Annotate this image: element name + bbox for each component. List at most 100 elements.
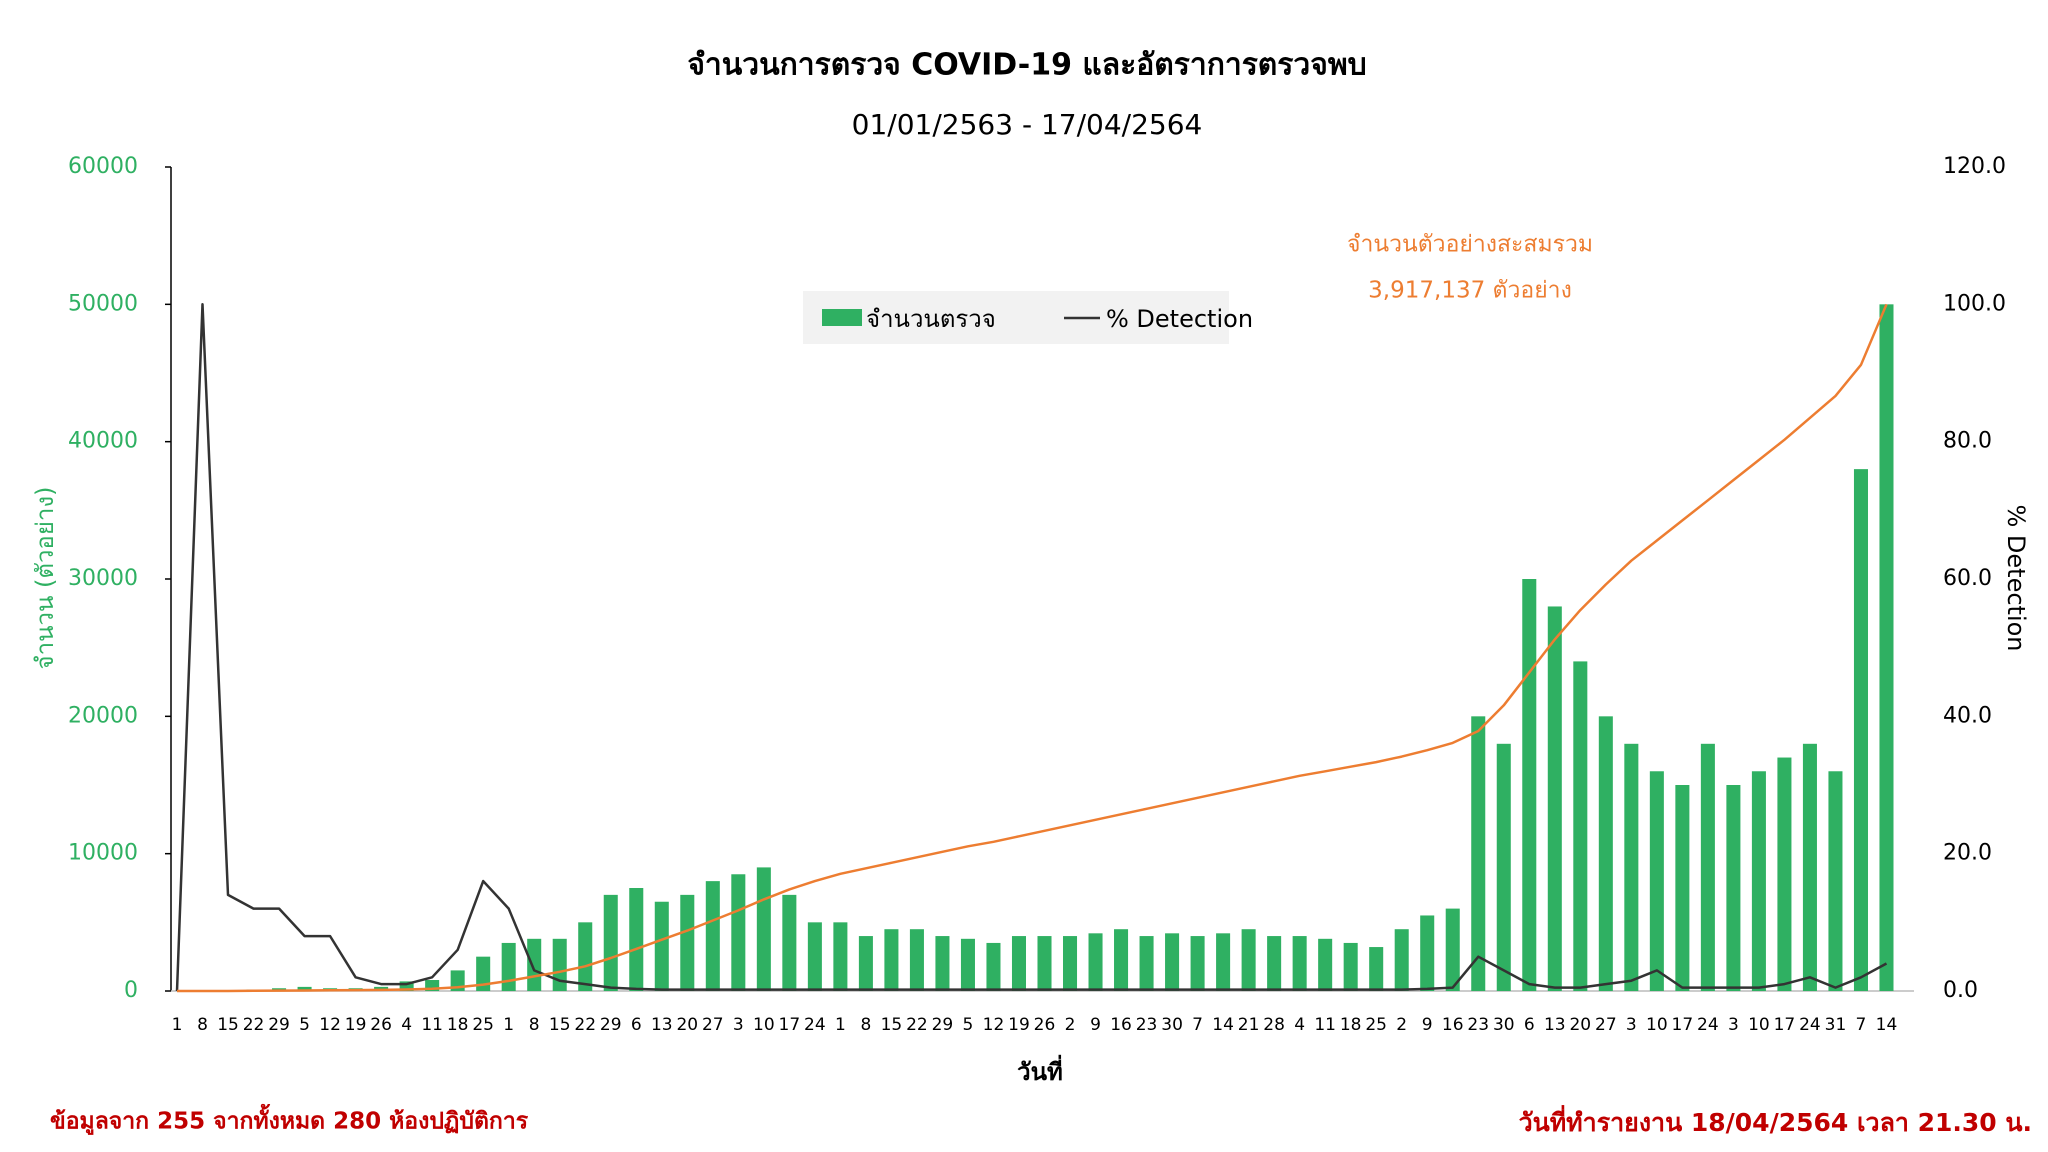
legend-label: % Detection <box>1106 305 1253 333</box>
x-tick-label: 15 <box>217 1015 239 1035</box>
x-tick-label: 28 <box>1263 1015 1285 1035</box>
x-tick-label: 12 <box>319 1015 341 1035</box>
bar <box>1114 929 1129 991</box>
bar <box>1445 908 1460 991</box>
x-tick-label: 1 <box>172 1015 183 1035</box>
bar <box>1751 771 1766 991</box>
y-tick-label: 0 <box>124 978 138 1003</box>
x-tick-label: 27 <box>702 1015 724 1035</box>
x-tick-label: 5 <box>963 1015 974 1035</box>
x-tick-label: 23 <box>1467 1015 1489 1035</box>
bar <box>1369 947 1384 991</box>
x-tick-label: 7 <box>1192 1015 1203 1035</box>
bar <box>1496 743 1511 991</box>
bar <box>501 942 516 991</box>
x-tick-label: 19 <box>1008 1015 1030 1035</box>
x-tick-label: 8 <box>197 1015 208 1035</box>
x-tick-label: 24 <box>804 1015 826 1035</box>
x-tick-label: 18 <box>1340 1015 1362 1035</box>
bar <box>1318 938 1333 991</box>
x-tick-label: 12 <box>983 1015 1005 1035</box>
x-tick-label: 7 <box>1856 1015 1867 1035</box>
y2-tick-label: 20.0 <box>1943 841 1992 866</box>
x-tick-label: 2 <box>1396 1015 1407 1035</box>
bar <box>909 929 924 991</box>
bar <box>629 888 644 991</box>
bar <box>1471 716 1486 991</box>
x-tick-label: 26 <box>1034 1015 1056 1035</box>
bar <box>1420 915 1435 991</box>
x-tick-label: 17 <box>1774 1015 1796 1035</box>
bar <box>833 922 848 991</box>
x-axis-title: วันที่ <box>1017 1054 1063 1086</box>
x-tick-label: 15 <box>549 1015 571 1035</box>
line-series <box>175 303 1888 992</box>
x-tick-label: 6 <box>631 1015 642 1035</box>
source-note: ข้อมูลจาก 255 จากทั้งหมด 280 ห้องปฏิบัติ… <box>50 1104 529 1136</box>
y2-tick-label: 60.0 <box>1943 566 1992 591</box>
x-tick-label: 30 <box>1493 1015 1515 1035</box>
bar <box>1011 936 1027 991</box>
x-tick-label: 16 <box>1110 1015 1132 1035</box>
x-tick-label: 11 <box>421 1015 443 1035</box>
bar <box>807 922 822 991</box>
bar <box>1700 743 1715 991</box>
bar <box>1343 942 1358 991</box>
bar <box>858 936 873 991</box>
y2-tick-label: 100.0 <box>1943 291 2006 316</box>
bar <box>1394 929 1409 991</box>
x-tick-label: 5 <box>299 1015 310 1035</box>
x-tick-label: 24 <box>1697 1015 1719 1035</box>
bar <box>425 980 440 991</box>
x-tick-label: 3 <box>733 1015 744 1035</box>
bar <box>654 901 669 991</box>
x-tick-label: 30 <box>1161 1015 1183 1035</box>
bar <box>1879 304 1894 991</box>
x-tick-label: 2 <box>1065 1015 1076 1035</box>
chart-title: จำนวนการตรวจ COVID-19 และอัตราการตรวจพบ <box>687 48 1366 83</box>
bar <box>1777 757 1792 991</box>
annotation: 3,917,137 ตัวอย่าง <box>1368 278 1572 304</box>
y-tick-label: 50000 <box>68 291 138 316</box>
x-tick-label: 9 <box>1422 1015 1433 1035</box>
x-tick-label: 4 <box>1294 1015 1305 1035</box>
y-tick-label: 10000 <box>68 841 138 866</box>
x-tick-label: 10 <box>753 1015 775 1035</box>
bar <box>552 938 567 991</box>
bar <box>476 956 491 991</box>
y2-tick-label: 120.0 <box>1943 154 2006 179</box>
bar <box>1292 936 1307 991</box>
x-tick-label: 4 <box>401 1015 412 1035</box>
bar <box>986 942 1001 991</box>
x-tick-label: 17 <box>779 1015 801 1035</box>
bar <box>680 894 695 991</box>
bar <box>1573 661 1588 991</box>
x-tick-label: 29 <box>268 1015 290 1035</box>
x-tick-label: 10 <box>1748 1015 1770 1035</box>
x-tick-label: 19 <box>345 1015 367 1035</box>
x-tick-label: 22 <box>906 1015 928 1035</box>
bar <box>1853 469 1868 992</box>
bar <box>731 874 746 991</box>
legend-swatch <box>822 309 862 326</box>
bar <box>960 938 975 991</box>
bar <box>1726 785 1741 991</box>
x-tick-label: 14 <box>1876 1015 1898 1035</box>
x-tick-label: 22 <box>243 1015 265 1035</box>
x-tick-label: 16 <box>1442 1015 1464 1035</box>
x-tick-label: 27 <box>1595 1015 1617 1035</box>
bar <box>1190 936 1205 991</box>
y2-tick-label: 0.0 <box>1943 978 1978 1003</box>
x-tick-label: 3 <box>1626 1015 1637 1035</box>
x-tick-label: 1 <box>835 1015 846 1035</box>
bar <box>603 894 618 991</box>
y-tick-label: 60000 <box>68 154 138 179</box>
bar <box>1037 936 1052 991</box>
bar <box>782 894 797 991</box>
bar <box>1522 579 1537 991</box>
x-tick-label: 29 <box>600 1015 622 1035</box>
y2-axis-title: % Detection <box>2002 504 2030 651</box>
x-tick-label: 6 <box>1524 1015 1535 1035</box>
